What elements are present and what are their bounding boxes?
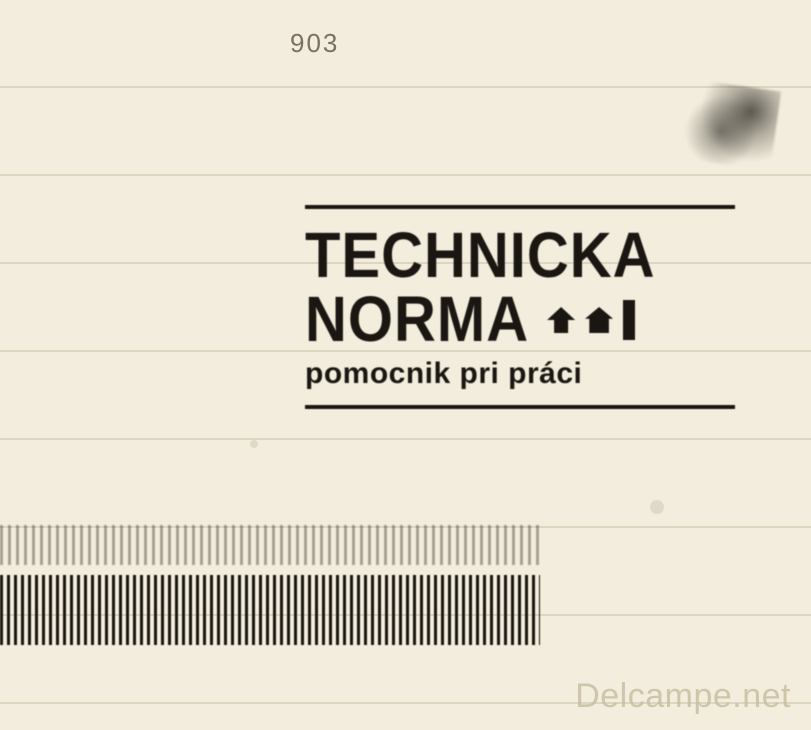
stamp-line-3: pomocnik pri práci (305, 357, 735, 391)
barcode-faint-band (0, 525, 540, 565)
paper-background: 903 TECHNICKA NORMA pomocnik pri práci D… (0, 0, 811, 730)
ink-smudge (681, 79, 781, 171)
stamp-rule-top (305, 205, 735, 209)
paper-spot (250, 440, 258, 448)
stamp-line-2: NORMA (305, 288, 529, 352)
barcode-overprint (0, 525, 540, 645)
stamp-rule-bottom (305, 405, 735, 409)
stamp-line-2-row: NORMA (305, 291, 735, 349)
bar-icon (623, 300, 635, 340)
house-icon (585, 307, 613, 333)
stamp-block: TECHNICKA NORMA pomocnik pri práci (305, 205, 735, 409)
watermark-text: Delcampe.net (575, 677, 791, 716)
arrow-up-icon (547, 307, 575, 333)
stamp-line-1: TECHNICKA (305, 224, 735, 288)
handwritten-number: 903 (290, 28, 339, 59)
stamp-glyphs (547, 300, 635, 340)
paper-spot (650, 500, 664, 514)
barcode-dark-band (0, 575, 540, 645)
